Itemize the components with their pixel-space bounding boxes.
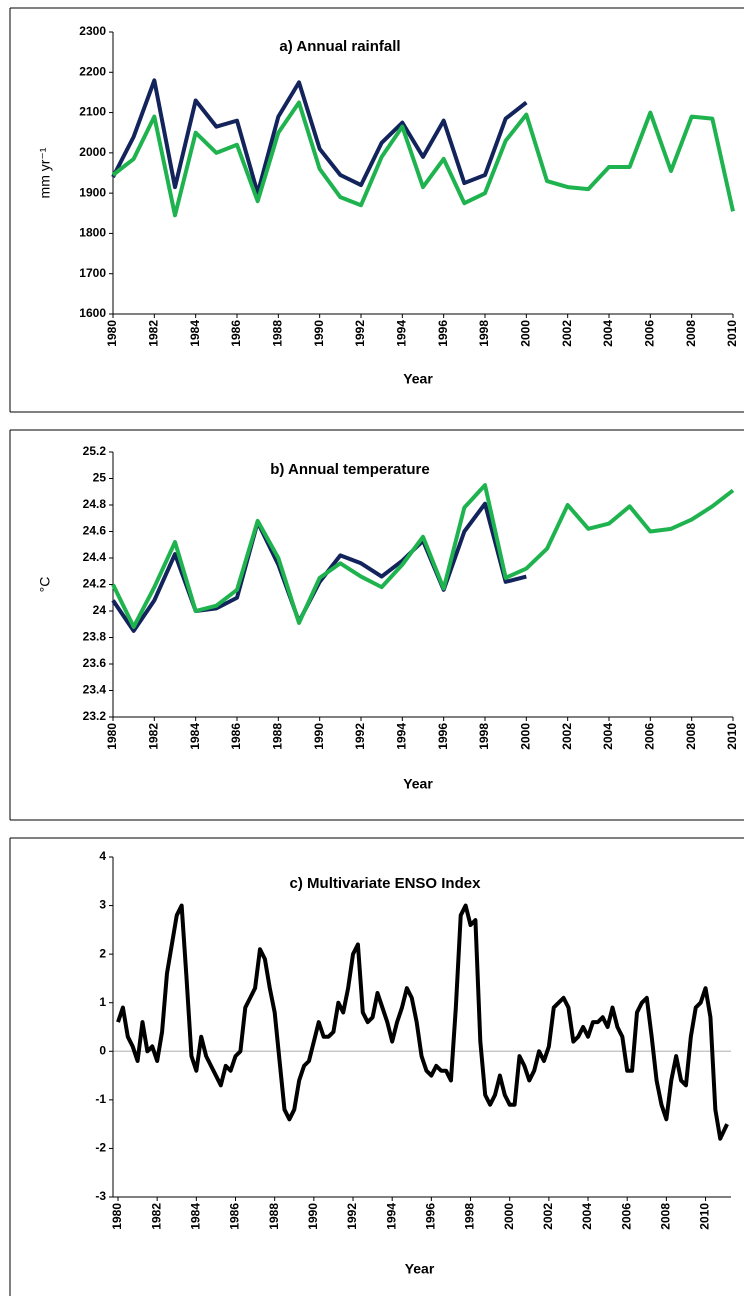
x-tick-label: 1980 [105,723,119,750]
y-tick-label: 24.6 [83,524,107,538]
x-tick-label: 2008 [659,1203,673,1230]
x-tick-label: 2008 [684,320,698,347]
x-tick-label: 1994 [395,320,409,347]
x-tick-label: 2006 [643,320,657,347]
x-tick-label: 1990 [312,723,326,750]
y-tick-label: 1900 [79,185,106,199]
x-axis-label: Year [403,776,433,792]
y-tick-label: 1 [99,995,106,1009]
x-tick-label: 1984 [188,723,202,750]
chart-title: a) Annual rainfall [279,38,400,55]
x-tick-label: 1980 [110,1203,124,1230]
series-line [111,78,528,196]
chart-title: c) Multivariate ENSO Index [290,875,482,892]
x-tick-label: 1996 [424,1203,438,1230]
y-tick-label: 0 [99,1043,106,1057]
x-tick-label: 1986 [229,320,243,347]
y-tick-label: 25 [93,471,107,485]
y-tick-label: 2100 [79,105,106,119]
y-tick-label: 1700 [79,266,106,280]
x-tick-label: 1998 [477,320,491,347]
x-tick-label: 1990 [306,1203,320,1230]
y-tick-label: -2 [95,1141,106,1155]
x-tick-label: 2002 [560,320,574,347]
x-tick-label: 1992 [353,320,367,347]
x-tick-label: 1982 [149,1203,163,1230]
x-tick-label: 1998 [463,1203,477,1230]
x-axis-label: Year [403,371,433,387]
x-tick-label: 2000 [519,320,533,347]
x-tick-label: 1982 [147,320,161,347]
y-tick-label: -3 [95,1189,106,1203]
y-tick-label: 1600 [79,306,106,320]
y-tick-label: 2000 [79,145,106,159]
y-tick-label: 23.2 [83,709,107,723]
y-tick-label: 23.4 [83,683,107,697]
x-tick-label: 2000 [502,1203,516,1230]
x-tick-label: 2004 [580,1203,594,1230]
x-tick-label: 2010 [725,723,739,750]
y-tick-label: 24.2 [83,577,107,591]
x-tick-label: 2002 [560,723,574,750]
y-tick-label: 2 [99,946,106,960]
y-tick-label: 23.8 [83,630,107,644]
x-axis-label: Year [405,1261,435,1277]
y-tick-label: 24.8 [83,497,107,511]
x-tick-label: 1984 [189,1203,203,1230]
x-tick-label: 2006 [619,1203,633,1230]
y-tick-label: 25.2 [83,444,107,458]
y-tick-label: 2300 [79,24,106,38]
chart-title: b) Annual temperature [270,461,429,478]
x-tick-label: 2006 [643,723,657,750]
y-tick-label: 24 [93,603,107,617]
series-line [116,903,729,1141]
x-tick-label: 1994 [395,723,409,750]
x-tick-label: 1988 [267,1203,281,1230]
y-axis-label: °C [37,577,53,593]
x-tick-label: 1988 [271,320,285,347]
x-tick-label: 2002 [541,1203,555,1230]
series-line [111,483,735,629]
x-tick-label: 2008 [684,723,698,750]
y-axis-label: mm yr⁻¹ [37,147,53,198]
y-tick-label: 3 [99,898,106,912]
x-tick-label: 1986 [228,1203,242,1230]
y-tick-label: 24.4 [83,550,107,564]
series-line [111,100,735,218]
x-tick-label: 2000 [519,723,533,750]
y-tick-label: 1800 [79,226,106,240]
x-tick-label: 1990 [312,320,326,347]
y-tick-label: -1 [95,1092,106,1106]
x-tick-label: 2004 [601,723,615,750]
x-tick-label: 1992 [345,1203,359,1230]
x-tick-label: 1982 [147,723,161,750]
x-tick-label: 1980 [105,320,119,347]
x-tick-label: 1984 [188,320,202,347]
x-tick-label: 2004 [601,320,615,347]
x-tick-label: 1986 [229,723,243,750]
x-tick-label: 2010 [698,1203,712,1230]
x-tick-label: 1988 [271,723,285,750]
x-tick-label: 1994 [384,1203,398,1230]
series-line [111,501,527,633]
y-tick-label: 23.6 [83,656,107,670]
x-tick-label: 1992 [353,723,367,750]
y-tick-label: 2200 [79,64,106,78]
x-tick-label: 1998 [477,723,491,750]
x-tick-label: 2010 [725,320,739,347]
x-tick-label: 1996 [436,320,450,347]
x-tick-label: 1996 [436,723,450,750]
y-tick-label: 4 [99,849,106,863]
